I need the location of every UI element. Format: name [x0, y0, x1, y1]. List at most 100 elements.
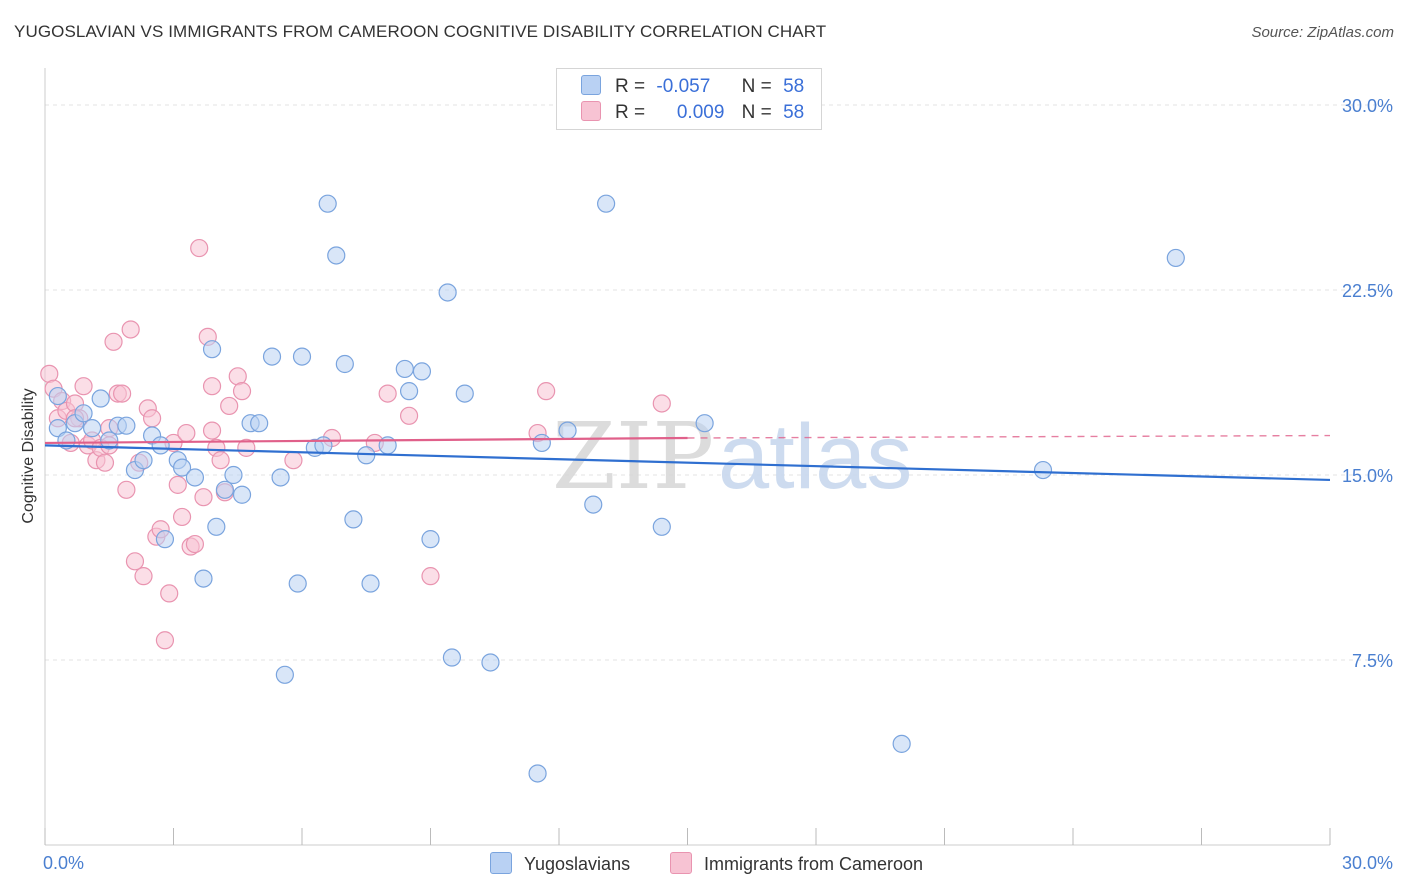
x-tick-label-max: 30.0%: [1342, 853, 1393, 873]
data-point-cameroon: [202, 421, 222, 440]
data-point-cameroon: [190, 238, 209, 258]
data-point-cameroon: [142, 409, 162, 428]
y-tick-label: 30.0%: [1342, 96, 1393, 116]
data-point-yugoslavian: [558, 421, 577, 440]
legend-r-label: R =: [615, 76, 646, 97]
legend-swatch-pink: [581, 101, 601, 121]
y-tick-label: 7.5%: [1352, 651, 1393, 671]
data-point-yugoslavian: [48, 386, 67, 406]
legend-swatch-blue: [581, 75, 601, 95]
bottom-legend-swatch-pink: [670, 852, 692, 874]
data-point-cameroon: [155, 631, 175, 650]
data-point-yugoslavian: [74, 404, 93, 423]
trend-line-yugoslavian: [44, 444, 1331, 482]
data-point-yugoslavian: [597, 194, 616, 213]
data-point-yugoslavian: [288, 574, 307, 593]
data-point-cameroon: [202, 377, 222, 396]
data-point-yugoslavian: [532, 433, 551, 453]
data-point-cameroon: [185, 534, 205, 554]
data-point-cameroon: [194, 488, 213, 507]
data-point-yugoslavian: [117, 416, 136, 435]
legend-n-label: N =: [741, 76, 772, 97]
data-point-yugoslavian: [361, 574, 380, 593]
watermark-zip: ZIP: [552, 403, 714, 510]
data-point-cameroon: [168, 475, 187, 494]
data-point-yugoslavian: [412, 362, 432, 381]
trend-lines: [44, 434, 1331, 482]
data-point-yugoslavian: [224, 465, 243, 485]
data-point-yugoslavian: [275, 665, 294, 684]
data-point-yugoslavian: [207, 517, 226, 536]
data-point-yugoslavian: [421, 530, 440, 549]
bottom-legend-swatch-blue: [490, 852, 512, 874]
y-tick-label: 22.5%: [1342, 281, 1393, 301]
legend-n-label: N =: [741, 102, 772, 123]
data-point-cameroon: [172, 507, 192, 527]
data-point-cameroon: [95, 453, 115, 472]
data-point-yugoslavian: [202, 340, 222, 359]
data-point-cameroon: [237, 438, 256, 457]
data-point-cameroon: [104, 332, 123, 351]
data-point-yugoslavian: [155, 530, 175, 549]
data-point-cameroon: [177, 423, 196, 443]
data-point-cameroon: [160, 584, 179, 603]
data-point-cameroon: [134, 567, 153, 586]
data-point-yugoslavian: [652, 517, 671, 536]
chart-title: YUGOSLAVIAN VS IMMIGRANTS FROM CAMEROON …: [14, 22, 827, 41]
legend-row-yugoslavian: R = -0.057 N = 58: [581, 75, 804, 101]
x-tick-label-min: 0.0%: [43, 853, 84, 873]
data-point-yugoslavian: [48, 419, 67, 438]
data-point-yugoslavian: [1033, 460, 1053, 480]
data-point-yugoslavian: [215, 480, 234, 499]
data-point-yugoslavian: [314, 436, 333, 455]
data-point-cameroon: [399, 406, 419, 425]
data-point-cameroon: [378, 384, 397, 403]
watermark-atlas: atlas: [718, 406, 912, 508]
data-point-yugoslavian: [584, 495, 603, 514]
data-point-yugoslavian: [185, 468, 205, 487]
series-yugoslavian-points: [48, 194, 1185, 783]
grid-lines: [45, 104, 1392, 661]
data-point-yugoslavian: [892, 734, 911, 753]
data-point-yugoslavian: [318, 194, 337, 213]
data-point-yugoslavian: [172, 458, 192, 477]
data-point-yugoslavian: [194, 569, 213, 588]
trend-line-cameroon: [44, 436, 688, 445]
legend-n-value: 58: [783, 76, 805, 97]
data-point-cameroon: [284, 451, 303, 470]
data-point-cameroon: [117, 480, 136, 499]
data-point-yugoslavian: [100, 431, 119, 450]
data-point-cameroon: [112, 384, 132, 403]
data-point-cameroon: [537, 382, 556, 401]
legend-r-value: 0.009: [676, 102, 725, 123]
data-point-yugoslavian: [91, 389, 110, 408]
legend-row-cameroon: R = 0.009 N = 58: [581, 101, 804, 127]
legend-n-value: 58: [783, 102, 805, 123]
watermark: ZIP atlas: [552, 403, 912, 510]
trend-line-cameroon-extrapolated: [687, 434, 1331, 439]
data-point-yugoslavian: [395, 359, 414, 379]
data-point-yugoslavian: [232, 485, 252, 504]
data-point-cameroon: [211, 451, 230, 470]
legend-r-label: R =: [615, 102, 646, 123]
data-point-yugoslavian: [271, 468, 290, 487]
bottom-legend-cameroon: Immigrants from Cameroon: [670, 852, 923, 875]
y-tick-label: 15.0%: [1342, 466, 1393, 486]
correlation-legend: R = -0.057 N = 58 R = 0.009 N = 58: [556, 68, 822, 130]
y-axis-label: Cognitive Disability: [20, 388, 37, 523]
data-point-yugoslavian: [455, 384, 474, 403]
data-point-yugoslavian: [528, 764, 547, 783]
data-point-cameroon: [74, 377, 93, 396]
legend-r-value: -0.057: [656, 76, 711, 97]
bottom-legend-label: Yugoslavians: [524, 854, 631, 874]
data-point-cameroon: [232, 382, 252, 401]
source-credit: Source: ZipAtlas.com: [1251, 24, 1394, 41]
data-point-yugoslavian: [438, 283, 457, 302]
data-point-yugoslavian: [151, 436, 170, 455]
data-point-cameroon: [421, 567, 440, 586]
data-point-cameroon: [652, 394, 671, 413]
data-point-yugoslavian: [695, 414, 714, 433]
data-point-yugoslavian: [262, 347, 282, 366]
data-point-yugoslavian: [1166, 248, 1185, 268]
data-point-yugoslavian: [327, 246, 346, 265]
